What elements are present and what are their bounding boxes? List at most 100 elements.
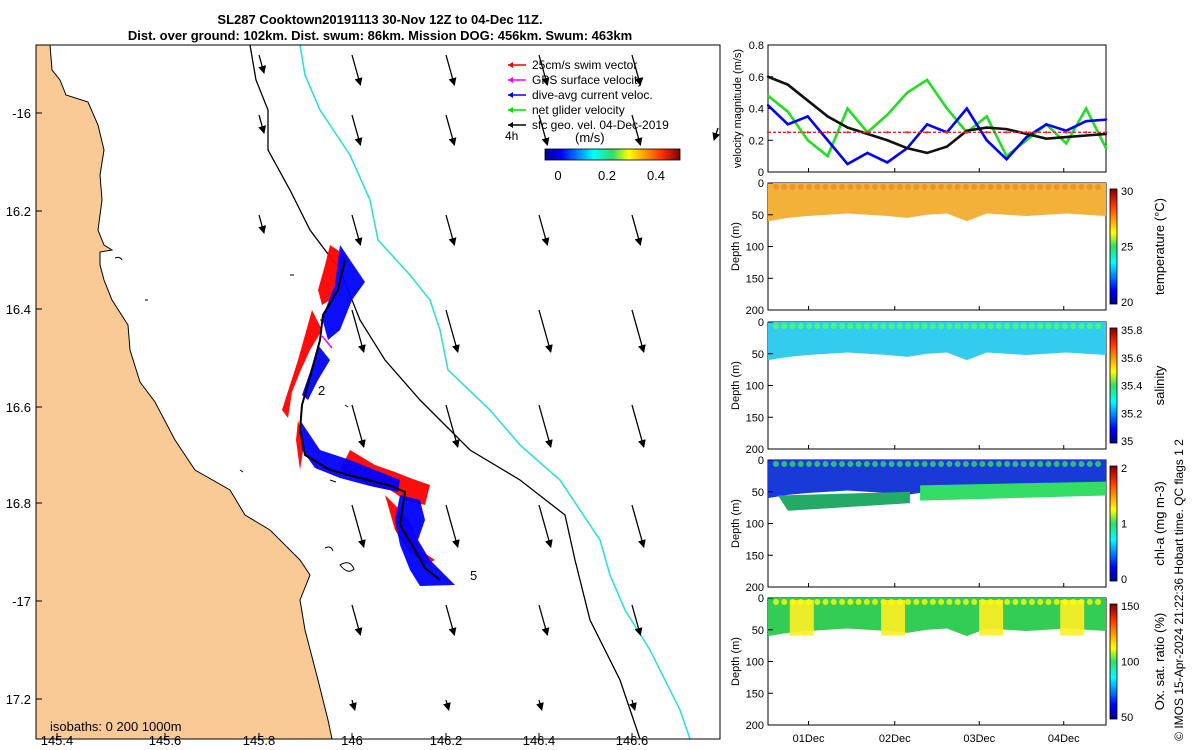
velocity-point — [1045, 137, 1048, 140]
section-surface-point — [839, 599, 846, 605]
velocity-point — [1065, 131, 1068, 134]
speed-colorbar — [544, 148, 681, 161]
section-surface-point — [1078, 461, 1085, 467]
isobath-200m — [249, 45, 641, 739]
section-surface-point — [1053, 461, 1060, 467]
section-fill — [768, 598, 1106, 637]
section-surface-point — [995, 184, 1002, 190]
geo-vector-arrow — [631, 114, 643, 146]
geo-vector-arrow — [445, 404, 460, 448]
lon-tick-label: 146.2 — [430, 733, 463, 748]
colorbar-label: (m/s) — [575, 130, 605, 145]
section-surface-point — [880, 323, 887, 329]
section-surface-point — [913, 461, 920, 467]
geo-vector-arrow — [258, 114, 267, 134]
lon-tick-label: 145.4 — [41, 733, 74, 748]
section-surface-point — [773, 599, 779, 605]
section-surface-point — [971, 461, 978, 467]
legend-arrowhead — [508, 62, 513, 68]
section-surface-point — [962, 599, 969, 605]
section-surface-point — [1037, 323, 1044, 329]
section-surface-point — [1086, 599, 1093, 605]
scale-arrow — [712, 127, 721, 141]
gps-velocity-vector — [321, 335, 333, 349]
section-surface-point — [863, 184, 870, 190]
section-surface-point — [888, 599, 895, 605]
section-surface-point — [1020, 184, 1027, 190]
section-surface-point — [995, 323, 1002, 329]
section-surface-point — [938, 323, 945, 329]
velocity-point — [945, 145, 949, 148]
section-surface-point — [971, 323, 978, 329]
section-ytick-label: 0 — [758, 455, 764, 467]
velocity-point — [886, 161, 889, 164]
section-surface-point — [822, 323, 829, 329]
velocity-ytick-label: 0 — [758, 167, 764, 179]
section-colorbar-tick: 35.4 — [1121, 381, 1142, 393]
glider-track — [282, 245, 455, 586]
section-ytick-label: 200 — [746, 720, 764, 732]
section-colorbar-label: chl-a (mg m-3) — [1152, 481, 1167, 566]
geo-vector-arrow — [536, 699, 544, 711]
section-surface-point — [1070, 323, 1077, 329]
section-feature — [778, 491, 910, 511]
section-surface-point — [1078, 599, 1085, 605]
velocity-panel: 0 0.2 0.4 0.6 0.8 velocity magnitude (m/s) — [732, 40, 1108, 179]
section-ylabel: Depth (m) — [730, 499, 742, 548]
section-ytick-label: 200 — [746, 305, 764, 317]
lat-tick-label: 17.2 — [6, 692, 31, 707]
section-surface-point — [1061, 323, 1068, 329]
section-surface-point — [1004, 184, 1011, 190]
velocity-point — [886, 113, 889, 117]
velocity-ytick-label: 0.8 — [749, 40, 764, 52]
section-surface-point — [830, 323, 837, 329]
section-surface-point — [1028, 461, 1035, 467]
geo-vector-arrow — [445, 214, 457, 246]
geo-vector-arrow — [631, 504, 646, 548]
section-xtick-label: 03Dec — [963, 733, 995, 745]
section-surface-point — [913, 599, 920, 605]
section-colorbar-tick: 35.2 — [1121, 408, 1142, 420]
legend-label: 25cm/s swim vector — [532, 58, 637, 72]
velocity-point — [826, 131, 829, 134]
lon-tick-label: 145.8 — [243, 733, 276, 748]
section-surface-point — [921, 323, 928, 329]
section-surface-point — [1086, 323, 1093, 329]
section-surface-point — [863, 461, 870, 467]
section-surface-point — [905, 323, 912, 329]
lat-tick-label: 16.2 — [6, 204, 31, 219]
velocity-point — [985, 131, 988, 134]
section-surface-point — [1070, 184, 1077, 190]
velocity-point — [1025, 135, 1028, 139]
velocity-point — [1084, 134, 1088, 137]
geo-vector-arrow — [629, 699, 637, 711]
section-feature — [881, 600, 906, 636]
velocity-point — [1005, 131, 1008, 134]
section-colorbar-tick: 30 — [1121, 186, 1133, 198]
velocity-point — [786, 131, 790, 134]
section-ytick-label: 150 — [746, 550, 764, 562]
velocity-ytick-label: 0.4 — [749, 104, 764, 116]
section-ytick-label: 100 — [746, 657, 764, 669]
geo-vector-arrow — [445, 504, 460, 548]
section-surface-point — [814, 323, 821, 329]
velocity-point — [886, 131, 889, 134]
section-ytick-label: 200 — [746, 444, 764, 456]
velocity-point — [985, 126, 988, 129]
map-lat-ticks: -16 16.2 16.4 16.6 16.8 -17 17.2 — [6, 106, 42, 707]
map-frame — [35, 44, 721, 740]
footer-note: © IMOS 15-Apr-2024 21:22:36 Hobart time.… — [1172, 439, 1186, 741]
section-surface-point — [872, 323, 879, 329]
velocity-point — [866, 131, 869, 134]
velocity-point — [806, 99, 809, 102]
velocity-point — [905, 131, 909, 134]
track-label-5: 5 — [470, 568, 477, 583]
velocity-point — [945, 107, 949, 110]
velocity-point — [1045, 123, 1048, 126]
section-xtick-label: 01Dec — [793, 733, 825, 745]
section-surface-point — [1078, 323, 1085, 329]
section-surface-point — [806, 184, 813, 190]
section-surface-point — [855, 599, 862, 605]
legend-arrowhead — [508, 122, 513, 128]
